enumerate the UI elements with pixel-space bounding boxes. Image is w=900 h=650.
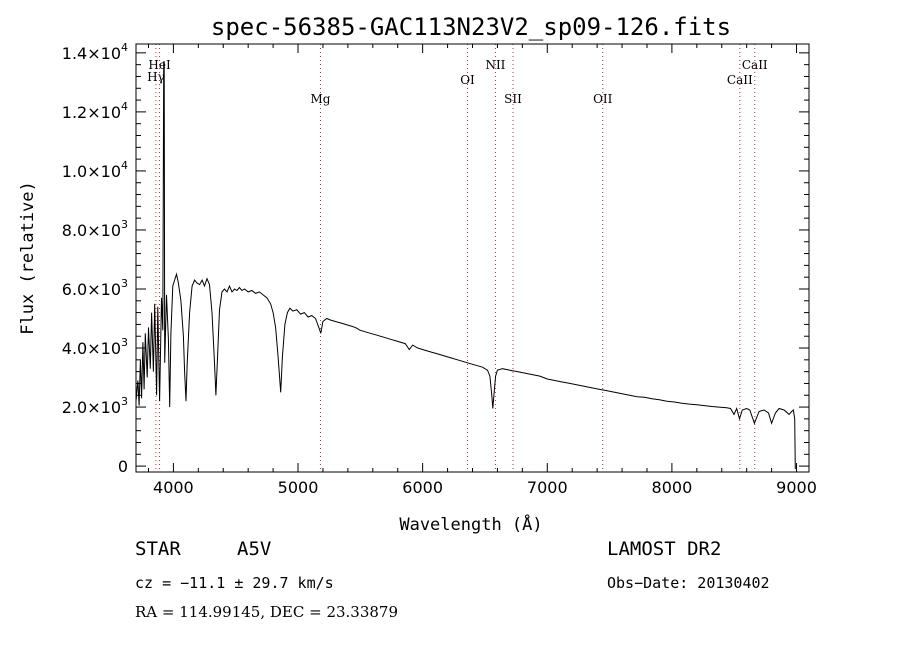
- y-tick-label-1: 2.0×103: [62, 395, 128, 417]
- x-tick-label-2: 6000: [402, 478, 443, 497]
- line-marker-label-2: Mg: [310, 92, 330, 106]
- survey-name: LAMOST DR2: [607, 538, 722, 560]
- redshift-velocity: cz = −11.1 ± 29.7 km/s: [135, 574, 334, 592]
- spectral-class: A5V: [237, 538, 272, 560]
- ra-dec-coordinates: RA = 114.99145, DEC = 23.33879: [135, 603, 399, 621]
- y-tick-label-4: 8.0×103: [62, 218, 128, 240]
- object-type: STAR: [135, 538, 181, 560]
- x-tick-label-5: 9000: [776, 478, 817, 497]
- x-tick-label-0: 4000: [153, 478, 194, 497]
- x-tick-label-4: 8000: [652, 478, 693, 497]
- spectrum-chart: spec-56385-GAC113N23V2_sp09-126.fits HγH…: [18, 13, 817, 535]
- plot-frame: [135, 43, 810, 473]
- line-marker-label-6: OII: [593, 92, 613, 106]
- line-marker-label-4: NII: [485, 58, 505, 72]
- chart-title: spec-56385-GAC113N23V2_sp09-126.fits: [211, 13, 731, 41]
- line-marker-label-8: CaII: [742, 58, 768, 72]
- observation-date: Obs−Date: 20130402: [607, 574, 770, 592]
- y-axis-label: Flux (relative): [18, 181, 38, 335]
- line-marker-label-7: CaII: [727, 73, 753, 87]
- y-tick-label-3: 6.0×103: [62, 277, 128, 299]
- line-marker-label-0: Hγ: [147, 70, 165, 84]
- x-axis-label: Wavelength (Å): [399, 513, 542, 535]
- y-tick-label-0: 0: [118, 457, 128, 476]
- y-tick-label-7: 1.4×104: [62, 41, 128, 63]
- x-tick-label-1: 5000: [278, 478, 319, 497]
- line-marker-label-3: OI: [460, 73, 475, 87]
- x-tick-label-3: 7000: [527, 478, 568, 497]
- y-tick-label-6: 1.2×104: [62, 100, 128, 122]
- spectrum-line: [135, 61, 796, 470]
- line-marker-label-5: SII: [504, 92, 522, 106]
- line-marker-label-1: HeI: [148, 58, 171, 72]
- y-tick-label-5: 1.0×104: [62, 159, 128, 181]
- axis-ticks: 4000 5000 6000 7000 8000 9000 0 2.0×103 4.0×103 6…: [62, 41, 817, 497]
- y-tick-label-2: 4.0×103: [62, 336, 128, 358]
